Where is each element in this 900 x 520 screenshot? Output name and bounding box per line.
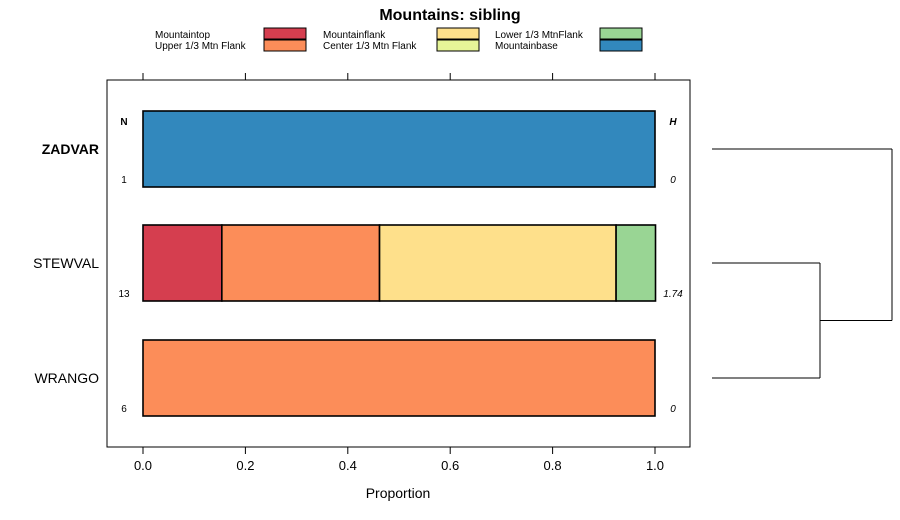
h-value: 1.74 — [663, 289, 683, 300]
x-axis-label: Proportion — [366, 485, 431, 501]
x-tick-label: 1.0 — [646, 458, 664, 473]
chart-title: Mountains: sibling — [379, 7, 520, 24]
plot-frame — [106, 79, 691, 448]
category-label: WRANGO — [34, 370, 99, 386]
bar-segment — [615, 224, 657, 302]
n-value: 13 — [118, 289, 130, 300]
bar-segment — [378, 224, 617, 302]
n-value: 6 — [121, 404, 127, 415]
n-value: 1 — [121, 175, 127, 186]
h-value: 0 — [670, 175, 676, 186]
x-tick-label: 0.4 — [339, 458, 357, 473]
legend-swatch — [599, 39, 643, 52]
x-tick-label: 0.0 — [134, 458, 152, 473]
legend-label: Mountainflank — [323, 30, 386, 41]
legend-label: Upper 1/3 Mtn Flank — [155, 41, 247, 52]
category-label: STEWVAL — [33, 255, 99, 271]
legend-swatch — [436, 39, 480, 52]
legend-label: Lower 1/3 MtnFlank — [495, 30, 584, 41]
category-label: ZADVAR — [42, 141, 99, 157]
n-header: N — [120, 117, 127, 128]
legend-swatch — [436, 27, 480, 40]
h-header: H — [669, 117, 677, 128]
legend-label: Center 1/3 Mtn Flank — [323, 41, 417, 52]
bar-segment — [221, 224, 381, 302]
bar-segment — [142, 224, 223, 302]
bar-segment — [142, 339, 656, 417]
dendrogram — [712, 148, 893, 379]
x-axis: 0.0 0.2 0.4 0.6 0.8 1.0 — [134, 73, 664, 473]
x-tick-label: 0.6 — [441, 458, 459, 473]
legend-swatch — [263, 27, 307, 40]
legend-swatch — [263, 39, 307, 52]
legend-label: Mountaintop — [155, 30, 210, 41]
x-tick-label: 0.8 — [544, 458, 562, 473]
legend-swatch — [599, 27, 643, 40]
bars-layer: ZADVAR 1 0 STEWVAL 13 1.74 WRANGO 6 0 N H — [33, 110, 683, 417]
legend-label: Mountainbase — [495, 41, 558, 52]
x-tick-label: 0.2 — [236, 458, 254, 473]
bar-segment — [142, 110, 656, 188]
h-value: 0 — [670, 404, 676, 415]
